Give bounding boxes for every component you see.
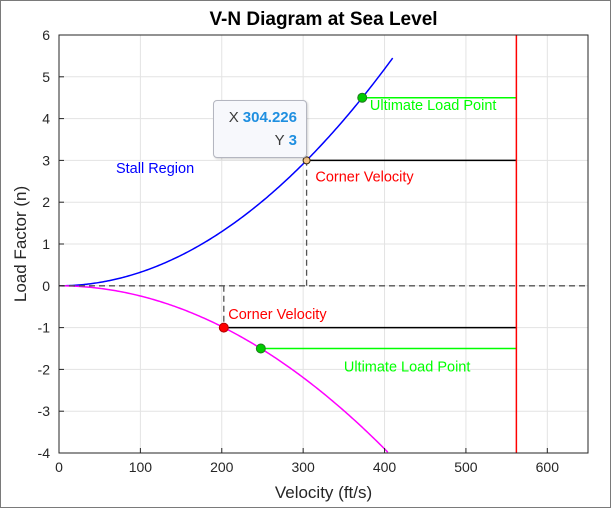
y-tick-labels: -4 -3 -2 -1 0 1 2 3 4 5 6 [38, 27, 64, 461]
data-point[interactable] [302, 156, 311, 165]
datatip-x-row: X 304.226 [229, 109, 297, 126]
y-tick-label: 2 [42, 194, 50, 210]
datatip-x-value: 304.226 [242, 109, 297, 126]
y-tick-label: 5 [42, 69, 50, 85]
data-points [218, 92, 368, 354]
data-point[interactable] [255, 343, 266, 354]
x-tick-label: 300 [291, 459, 315, 475]
datatip-y-label: Y [274, 132, 285, 149]
y-tick-label: 4 [42, 111, 50, 127]
y-tick-label: 3 [42, 152, 50, 168]
annotation-label: Corner Velocity [228, 307, 327, 323]
x-tick-labels: 0 100 200 300 400 500 600 [55, 448, 559, 475]
data-point[interactable] [218, 322, 229, 333]
annotation-label: Stall Region [116, 161, 194, 177]
reference-lines [59, 35, 588, 453]
y-tick-label: 0 [42, 278, 50, 294]
y-tick-label: -2 [38, 361, 51, 377]
x-tick-label: 100 [129, 459, 153, 475]
series-line [59, 57, 394, 287]
datatip-x-label: X [228, 109, 239, 126]
y-tick-label: 1 [42, 236, 50, 252]
x-tick-label: 600 [536, 459, 560, 475]
annotation-label: Ultimate Load Point [370, 98, 497, 114]
annotation-label: Ultimate Load Point [344, 359, 471, 375]
x-tick-label: 0 [55, 459, 63, 475]
data-point[interactable] [357, 92, 368, 103]
x-axis-label: Velocity (ft/s) [275, 483, 372, 502]
annotation-label: Corner Velocity [315, 169, 414, 185]
y-tick-label: -1 [38, 320, 51, 336]
x-tick-label: 200 [210, 459, 234, 475]
y-tick-label: -4 [38, 445, 51, 461]
y-tick-label: -3 [38, 403, 51, 419]
annotations: Ultimate Load Point Corner Velocity Stall … [116, 98, 496, 375]
datatip-y-value: 3 [288, 132, 297, 149]
chart-title: V-N Diagram at Sea Level [209, 9, 437, 30]
x-tick-label: 500 [454, 459, 478, 475]
y-axis-label: Load Factor (n) [11, 186, 30, 302]
x-tick-label: 400 [373, 459, 397, 475]
y-tick-label: 6 [42, 27, 50, 43]
